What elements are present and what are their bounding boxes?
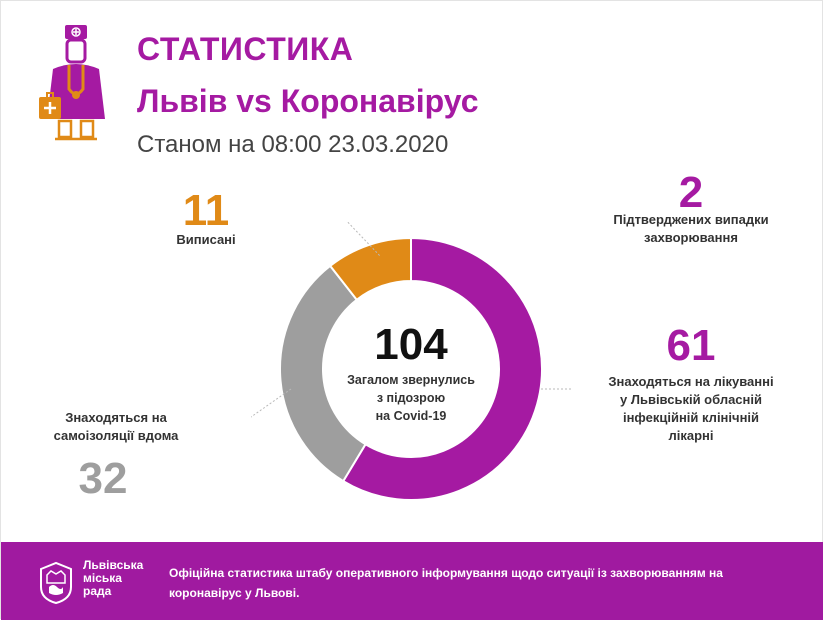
total-caption-line: з підозрою xyxy=(376,391,446,405)
council-name: Львівська міська рада xyxy=(83,559,153,598)
footer-text-line: коронавірус у Львові. xyxy=(169,586,300,600)
donut-slice-0 xyxy=(341,236,543,501)
hospital-label-line: інфекційній клінічній xyxy=(622,410,760,425)
footer-bar xyxy=(1,542,823,620)
discharged-value: 11 xyxy=(182,186,230,235)
home-label-line: самоізоляції вдома xyxy=(53,428,179,443)
home-value: 32 xyxy=(78,454,128,503)
council-name-line: Львівська xyxy=(83,558,144,572)
council-name-line: міська xyxy=(83,571,122,585)
leader-discharged xyxy=(346,221,382,258)
discharged-label: Виписані xyxy=(176,232,236,247)
total-caption: Загалом звернулись з підозрою на Covid-1… xyxy=(341,371,481,425)
confirmed-value: 2 xyxy=(678,168,704,217)
date-line: Станом на 08:00 23.03.2020 xyxy=(137,131,449,158)
confirmed-label-line: Підтверджених випадки xyxy=(613,212,769,227)
confirmed-label-line: захворювання xyxy=(644,230,738,245)
total-caption-line: Загалом звернулись xyxy=(347,373,475,387)
hospital-value: 61 xyxy=(666,321,716,370)
hospital-label-line: у Львівській обласній xyxy=(620,392,762,407)
home-label: Знаходяться на самоізоляції вдома xyxy=(41,409,191,445)
footer-text: Офіційна статистика штабу оперативного і… xyxy=(169,563,769,603)
page-title: СТАТИСТИКА xyxy=(137,31,354,67)
doctor-icon xyxy=(39,25,105,141)
hospital-label: Знаходяться на лікуванні у Львівській об… xyxy=(601,373,781,445)
footer-text-line: Офіційна статистика штабу оперативного і… xyxy=(169,566,723,580)
hospital-label-line: лікарні xyxy=(668,428,714,443)
total-value: 104 xyxy=(374,320,448,369)
confirmed-label: Підтверджених випадки захворювання xyxy=(601,211,781,247)
total-caption-line: на Covid-19 xyxy=(375,409,447,423)
donut-slice-1 xyxy=(279,264,367,483)
coat-of-arms-icon xyxy=(40,561,72,605)
council-name-line: рада xyxy=(83,584,112,598)
home-label-line: Знаходяться на xyxy=(65,410,167,425)
donut-slice-2 xyxy=(328,236,412,302)
hospital-label-line: Знаходяться на лікуванні xyxy=(608,374,774,389)
donut-chart xyxy=(251,221,571,501)
page-subtitle: Львів vs Коронавірус xyxy=(137,83,479,119)
leader-home xyxy=(251,388,292,418)
